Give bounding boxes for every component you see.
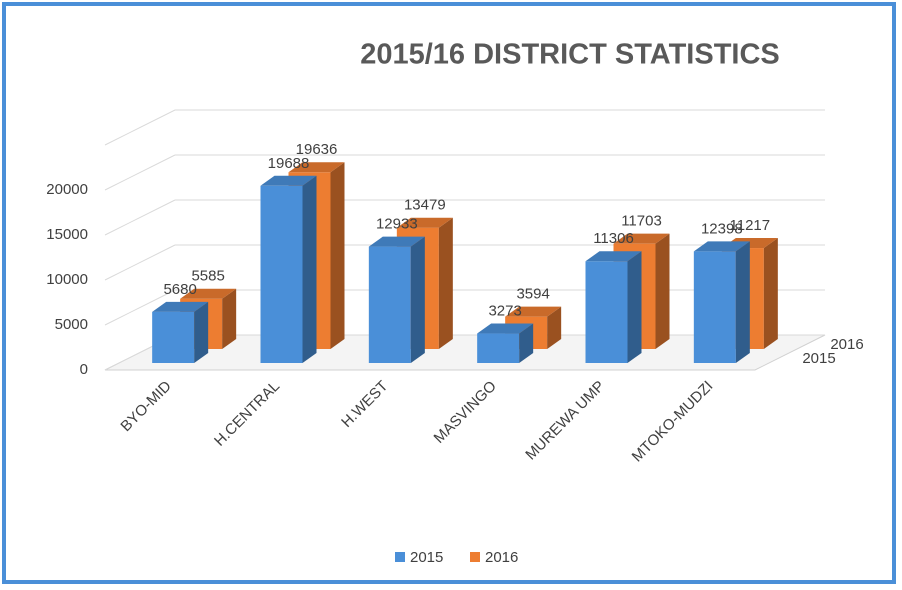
data-label: 12933: [376, 216, 418, 233]
bar-front: [152, 311, 195, 363]
data-label: 19688: [268, 155, 310, 172]
y-tick-label: 20000: [46, 181, 88, 198]
bar-side: [302, 175, 317, 363]
bar-front: [693, 251, 736, 363]
data-label: 11703: [621, 213, 662, 230]
bar-side: [222, 288, 237, 349]
depth-label: 2015: [802, 350, 835, 367]
data-label: 11306: [593, 230, 634, 247]
bar-top: [396, 217, 453, 228]
bar-side: [627, 251, 642, 363]
data-label: 12398: [701, 220, 743, 237]
bar-top: [693, 241, 750, 252]
bar-side: [519, 323, 534, 363]
bar-top: [152, 301, 209, 312]
data-label: 5585: [191, 268, 224, 285]
data-label: 3273: [488, 303, 521, 320]
bar-side: [735, 241, 750, 363]
bar-side: [655, 233, 670, 349]
wall-edge: [104, 109, 825, 146]
grid-line: [104, 154, 176, 191]
bar-top: [477, 323, 534, 334]
y-tick-label: 5000: [55, 316, 88, 333]
legend-label: 2015: [410, 549, 443, 566]
bar-side: [763, 238, 778, 349]
y-tick-label: 0: [80, 361, 88, 378]
bar-side: [410, 236, 425, 363]
chart-title: 2015/16 DISTRICT STATISTICS: [360, 39, 780, 71]
bar-top: [180, 288, 237, 299]
grid-line: [104, 199, 176, 236]
bar-top: [613, 233, 670, 244]
data-label: 3594: [516, 286, 549, 303]
legend-label: 2016: [485, 549, 518, 566]
bar-side: [330, 162, 345, 349]
bar-side: [438, 217, 453, 349]
data-label: 13479: [404, 197, 446, 214]
depth-label: 2016: [830, 336, 863, 353]
bar-side: [547, 306, 562, 349]
legend-swatch: [395, 552, 405, 562]
data-label: 19636: [296, 141, 338, 158]
bar-front: [368, 246, 411, 363]
bar-front: [260, 185, 303, 363]
bar-top: [260, 175, 317, 186]
bar-side: [194, 301, 209, 363]
legend-swatch: [470, 552, 480, 562]
grid-line: [104, 289, 176, 326]
data-label: 5680: [163, 281, 196, 298]
y-tick-label: 15000: [46, 226, 88, 243]
bar-front: [585, 261, 628, 363]
data-label: 11217: [730, 217, 771, 234]
bar-top: [368, 236, 425, 247]
bar-front: [477, 333, 520, 363]
bar-top: [288, 162, 345, 173]
grid-line: [104, 244, 176, 281]
bar-top: [585, 251, 642, 262]
bar-top: [505, 306, 562, 317]
y-tick-label: 10000: [46, 271, 88, 288]
